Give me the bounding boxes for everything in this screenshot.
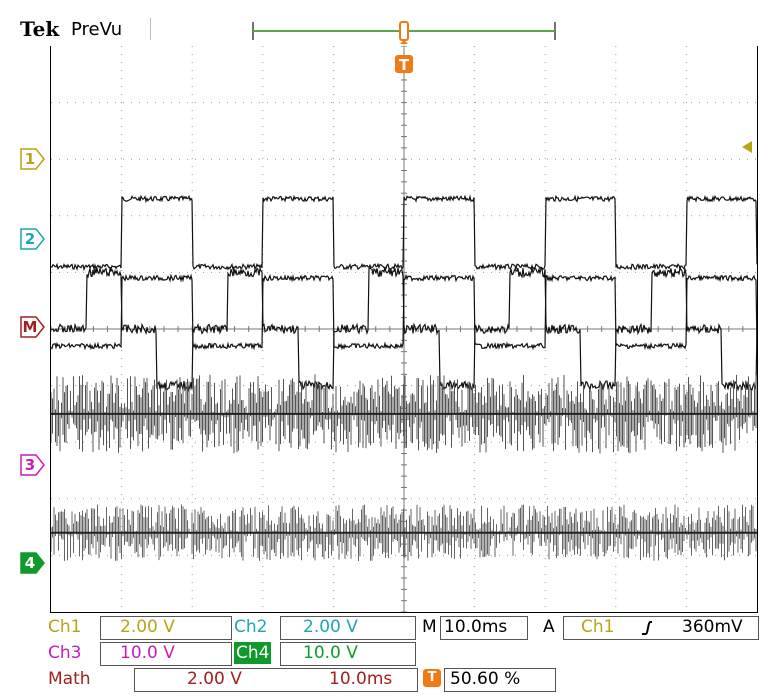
- trigger-position-icon: T: [423, 669, 449, 691]
- ch2-marker[interactable]: 2: [20, 228, 46, 250]
- ch4-label: Ch4: [234, 642, 272, 664]
- settings-readout: Ch1 2.00 V Ch2 2.00 V M 10.0ms A Ch1 360…: [0, 612, 772, 700]
- acquisition-mode: PreVu: [71, 19, 123, 40]
- waveform-display: [50, 46, 758, 613]
- ch2-scale: 2.00 V: [303, 617, 358, 637]
- ch3-marker[interactable]: 3: [20, 454, 46, 476]
- math-scale: 2.00 V: [187, 669, 242, 689]
- record-trigger-pointer: [400, 40, 408, 44]
- trigger-type: A: [543, 617, 555, 637]
- ch3-scale: 10.0 V: [120, 643, 175, 663]
- trigger-source: Ch1: [581, 617, 615, 637]
- ch2-label: Ch2: [234, 617, 268, 637]
- ch2-scale-box[interactable]: [280, 616, 416, 640]
- header-divider: [150, 18, 151, 40]
- ch2-trace: [51, 273, 757, 351]
- math-trace: [51, 265, 757, 393]
- ch1-marker[interactable]: 1: [20, 148, 46, 170]
- record-window: [399, 21, 409, 41]
- ch1-label: Ch1: [48, 617, 82, 637]
- ch4-scale: 10.0 V: [303, 643, 358, 663]
- trigger-level-arrow-icon: [742, 141, 752, 153]
- timebase-value: 10.0ms: [444, 617, 508, 637]
- scope-header: Tek PreVu: [0, 0, 772, 46]
- record-view-bar: [252, 21, 556, 44]
- math-settings-box[interactable]: [134, 668, 418, 692]
- ch3-scale-box[interactable]: [100, 642, 232, 666]
- brand-logo: Tek: [20, 17, 60, 41]
- ch1-scale-box[interactable]: [100, 616, 232, 640]
- ch1-trace: [51, 194, 757, 272]
- math-marker[interactable]: M: [20, 316, 46, 338]
- timebase-box[interactable]: [440, 616, 528, 640]
- ch1-scale: 2.00 V: [120, 617, 175, 637]
- rising-edge-icon: [642, 621, 652, 635]
- math-time: 10.0ms: [329, 669, 393, 689]
- trigger-position-box[interactable]: [444, 668, 556, 692]
- trigger-position-marker: T: [394, 54, 420, 76]
- ch3-label: Ch3: [48, 643, 82, 663]
- timebase-prefix: M: [422, 617, 437, 637]
- ch4-marker[interactable]: 4: [20, 552, 46, 574]
- trigger-level: 360mV: [682, 617, 743, 637]
- trigger-position-value: 50.60 %: [450, 669, 521, 689]
- math-label: Math: [48, 669, 91, 689]
- trigger-box[interactable]: [563, 616, 759, 640]
- waveform-traces: [51, 194, 757, 561]
- ch4-scale-box[interactable]: [280, 642, 416, 666]
